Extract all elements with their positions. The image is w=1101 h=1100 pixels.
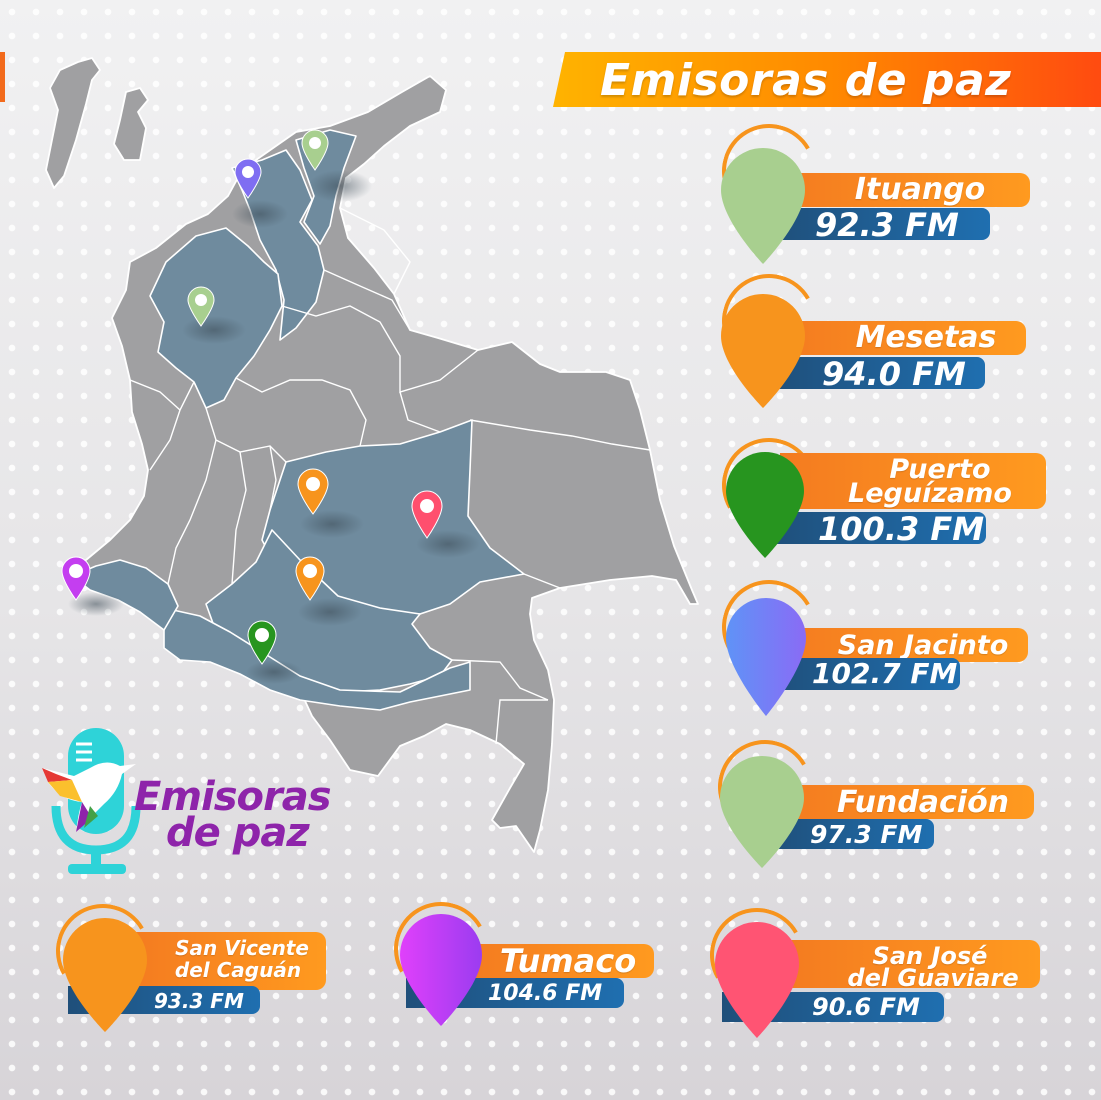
station-name-line2: del Guaviare	[847, 964, 1019, 992]
station-frequency: 100.3 FM	[818, 510, 985, 548]
page-title: Emisoras de paz	[600, 55, 1012, 106]
station-card-tumaco: Tumaco 104.6 FM	[383, 891, 668, 1036]
station-card-mesetas: Mesetas 94.0 FM	[710, 263, 1050, 418]
station-frequency: 102.7 FM	[812, 657, 958, 690]
map-pin-icon	[715, 922, 799, 1038]
map-pin-icon	[297, 468, 329, 515]
station-frequency: 104.6 FM	[488, 981, 603, 1006]
station-card-san-vicente-del-caguan: San Vicente del Caguán 93.3 FM	[45, 893, 340, 1046]
station-card-puerto-leguizamo: Puerto Leguízamo 100.3 FM	[710, 424, 1050, 564]
station-frequency: 93.3 FM	[154, 989, 244, 1013]
station-name-line1: San Vicente	[175, 936, 309, 960]
station-name: Ituango	[854, 172, 986, 207]
dept-bolivar	[231, 149, 325, 341]
map-pin-icon	[721, 294, 805, 408]
station-frequency: 90.6 FM	[812, 993, 920, 1021]
island-providencia	[113, 87, 149, 161]
map-pin-icon	[721, 148, 805, 264]
station-name-line1: San José	[872, 942, 988, 970]
map-pin-icon	[726, 452, 804, 558]
island-san-andres	[45, 57, 101, 189]
map-pin-icon	[726, 598, 806, 716]
station-card-san-jose-del-guaviare: San José del Guaviare 90.6 FM	[699, 896, 1060, 1046]
station-card-san-jacinto: San Jacinto 102.7 FM	[710, 569, 1050, 724]
station-name: San Jacinto	[837, 630, 1009, 661]
dept-putumayo	[163, 607, 471, 711]
map-pin-icon	[234, 158, 262, 199]
brand-logo: Emisoras de paz	[38, 722, 338, 882]
map-pin-icon	[63, 918, 147, 1032]
logo-text-line2: de paz	[166, 810, 310, 856]
map-pin-icon	[295, 556, 325, 601]
logo-text-line1: Emisoras	[134, 774, 332, 820]
station-name: Mesetas	[855, 320, 997, 355]
station-name-line2: Leguízamo	[848, 478, 1012, 509]
map-pin-icon	[411, 490, 443, 539]
map-pin-icon	[247, 620, 277, 665]
title-banner	[553, 52, 1101, 107]
station-frequency: 97.3 FM	[810, 820, 923, 849]
map-pin-icon	[301, 129, 329, 171]
station-name: Fundación	[836, 785, 1010, 820]
map-pin-icon	[400, 914, 482, 1026]
map-pin-icon	[61, 556, 91, 601]
station-frequency: 94.0 FM	[822, 355, 966, 393]
station-name: Tumaco	[499, 942, 637, 980]
map-pin-icon	[187, 286, 215, 327]
station-name-line1: Puerto	[889, 454, 991, 485]
corner-accent	[0, 52, 5, 102]
map-pin-icon	[720, 756, 804, 868]
station-name-line2: del Caguán	[174, 958, 302, 982]
microphone-icon	[42, 728, 141, 874]
station-card-ituango: Ituango 92.3 FM	[710, 113, 1050, 270]
station-card-fundacion: Fundación 97.3 FM	[706, 729, 1056, 874]
station-frequency: 92.3 FM	[815, 206, 959, 244]
